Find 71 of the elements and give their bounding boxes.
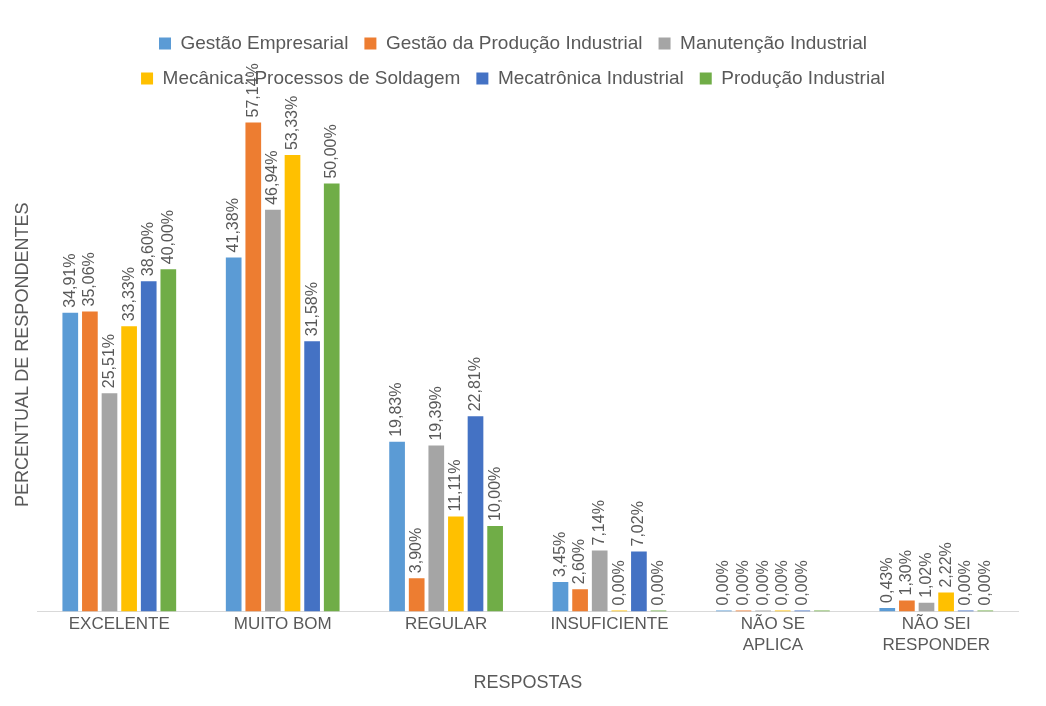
bar: [591, 550, 608, 612]
bar: [323, 183, 340, 612]
data-label: 0,00%: [975, 560, 993, 606]
bar: [62, 312, 79, 612]
bar: [408, 578, 425, 612]
data-label: 31,58%: [302, 282, 320, 337]
x-tick-label: NÃO SEI RESPONDER: [882, 614, 991, 654]
bar: [265, 209, 281, 612]
data-label: 10,00%: [485, 466, 503, 521]
bar: [899, 600, 915, 612]
data-label: 35,06%: [80, 252, 98, 307]
bar: [101, 393, 118, 612]
bar: [552, 582, 569, 612]
x-tick-label: NÃO SE APLICA: [740, 614, 806, 654]
data-label: 22,81%: [465, 357, 483, 412]
data-label: 53,33%: [282, 95, 300, 151]
bar: [467, 416, 484, 612]
bar: [389, 441, 405, 612]
bar: [304, 341, 320, 612]
bar: [82, 311, 98, 612]
bar: [245, 122, 262, 612]
legend-label: Mecatrônica Industrial: [497, 66, 684, 88]
bar: [140, 281, 157, 612]
data-label: 0,43%: [877, 557, 895, 603]
data-label: 0,00%: [733, 560, 751, 606]
x-axis-title: RESPOSTAS: [473, 672, 583, 693]
data-label: 1,30%: [897, 550, 915, 596]
bar: [284, 155, 301, 612]
data-label: 7,02%: [629, 501, 647, 547]
bar: [160, 269, 177, 612]
bar: [572, 589, 588, 612]
x-tick-label: REGULAR: [405, 614, 488, 634]
data-label: 33,33%: [119, 267, 137, 322]
bar: [631, 551, 647, 612]
data-label: 41,38%: [224, 198, 242, 253]
data-label: 0,00%: [609, 560, 627, 606]
legend-label: Gestão da Produção Industrial: [385, 31, 643, 53]
bar: [938, 592, 954, 612]
legend-label: Manutenção Industrial: [680, 31, 868, 53]
data-label: 34,91%: [60, 253, 78, 308]
legend-label: Gestão Empresarial: [180, 31, 349, 53]
data-label: 0,00%: [792, 560, 810, 606]
data-label: 25,51%: [99, 333, 117, 389]
bar: [428, 445, 445, 612]
data-label: 3,45%: [550, 531, 568, 578]
legend-label: Produção Industrial: [721, 66, 885, 88]
data-label: 0,00%: [714, 560, 732, 606]
data-label: 2,60%: [570, 538, 588, 585]
data-label: 50,00%: [322, 124, 340, 179]
bar: [121, 326, 137, 612]
data-label: 0,00%: [753, 560, 771, 606]
data-label: 1,02%: [916, 552, 934, 598]
data-label: 19,39%: [426, 386, 444, 441]
bar: [225, 257, 242, 612]
data-label: 0,00%: [648, 560, 666, 606]
x-tick-label: INSUFICIENTE: [550, 614, 669, 634]
data-label: 11,11%: [446, 459, 464, 512]
data-label: 0,00%: [773, 560, 791, 606]
data-label: 19,83%: [387, 382, 405, 437]
data-label: 40,00%: [158, 209, 176, 265]
bar: [448, 516, 464, 612]
data-label: 0,00%: [956, 560, 974, 606]
data-label: 38,60%: [139, 221, 157, 277]
data-label: 3,90%: [407, 527, 425, 574]
y-axis-title: PERCENTUAL DE RESPONDENTES: [11, 202, 32, 507]
x-tick-label: MUITO BOM: [233, 614, 332, 634]
data-label: 2,22%: [936, 542, 954, 588]
data-label: 7,14%: [590, 500, 608, 546]
bar: [487, 526, 503, 612]
data-label: 46,94%: [263, 150, 281, 205]
x-tick-label: EXCELENTE: [68, 614, 170, 634]
